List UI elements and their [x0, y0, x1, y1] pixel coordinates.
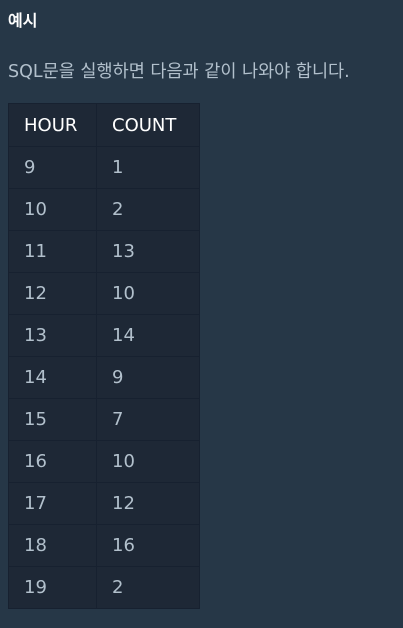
count-cell: 9 [96, 356, 200, 399]
table-row: 11 13 [8, 230, 200, 273]
table-row: 18 16 [8, 524, 200, 567]
hour-cell: 17 [8, 482, 97, 525]
count-cell: 2 [96, 188, 200, 231]
count-cell: 13 [96, 230, 200, 273]
column-header-hour: HOUR [8, 103, 97, 147]
count-cell: 1 [96, 146, 200, 189]
hour-cell: 16 [8, 440, 97, 483]
result-table-head: HOUR COUNT [8, 103, 200, 147]
hour-cell: 19 [8, 566, 97, 609]
table-row: 19 2 [8, 566, 200, 609]
result-table: HOUR COUNT 9 1 10 2 11 13 12 10 13 [8, 103, 200, 609]
table-row: 15 7 [8, 398, 200, 441]
section-description: SQL문을 실행하면 다음과 같이 나와야 합니다. [8, 62, 350, 82]
table-row: 9 1 [8, 146, 200, 189]
hour-cell: 18 [8, 524, 97, 567]
hour-cell: 12 [8, 272, 97, 315]
section-heading: 예시 [8, 11, 38, 30]
hour-cell: 9 [8, 146, 97, 189]
count-cell: 2 [96, 566, 200, 609]
count-cell: 16 [96, 524, 200, 567]
hour-cell: 14 [8, 356, 97, 399]
column-header-count: COUNT [96, 103, 200, 147]
hour-cell: 15 [8, 398, 97, 441]
table-row: 16 10 [8, 440, 200, 483]
table-row: 17 12 [8, 482, 200, 525]
count-cell: 10 [96, 440, 200, 483]
table-row: 14 9 [8, 356, 200, 399]
table-row: 13 14 [8, 314, 200, 357]
count-cell: 10 [96, 272, 200, 315]
hour-cell: 11 [8, 230, 97, 273]
hour-cell: 10 [8, 188, 97, 231]
result-table-body: 9 1 10 2 11 13 12 10 13 14 14 9 [8, 146, 200, 609]
header-row: HOUR COUNT [8, 103, 200, 147]
table-row: 12 10 [8, 272, 200, 315]
count-cell: 14 [96, 314, 200, 357]
count-cell: 12 [96, 482, 200, 525]
hour-cell: 13 [8, 314, 97, 357]
count-cell: 7 [96, 398, 200, 441]
table-row: 10 2 [8, 188, 200, 231]
